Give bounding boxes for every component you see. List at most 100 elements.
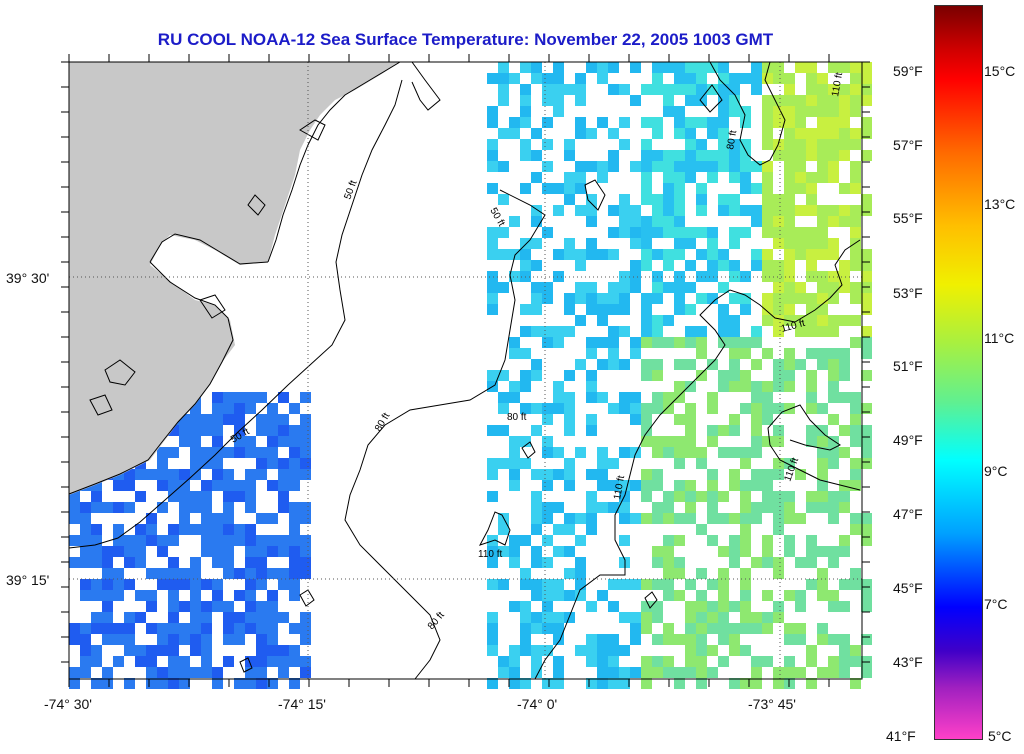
sst-pixel (817, 403, 828, 414)
sst-pixel (806, 84, 817, 95)
sst-pixel (190, 634, 201, 645)
sst-pixel (707, 667, 718, 678)
sst-pixel (168, 524, 179, 535)
sst-pixel (762, 227, 773, 238)
sst-pixel (542, 447, 553, 458)
sst-pixel (113, 535, 124, 546)
sst-pixel (663, 392, 674, 403)
sst-pixel (663, 447, 674, 458)
sst-pixel (531, 469, 542, 480)
sst-pixel (190, 403, 201, 414)
sst-pixel (817, 84, 828, 95)
sst-pixel (190, 579, 201, 590)
sst-pixel (575, 161, 586, 172)
sst-pixel (784, 458, 795, 469)
sst-pixel (256, 447, 267, 458)
sst-pixel (718, 139, 729, 150)
sst-pixel (718, 62, 729, 73)
fahrenheit-label: 51°F (893, 358, 923, 374)
sst-pixel (201, 546, 212, 557)
sst-pixel (773, 458, 784, 469)
sst-pixel (817, 447, 828, 458)
sst-pixel (663, 535, 674, 546)
sst-pixel (663, 249, 674, 260)
sst-pixel (278, 458, 289, 469)
sst-pixel (157, 535, 168, 546)
sst-pixel (674, 117, 685, 128)
sst-pixel (487, 557, 498, 568)
sst-pixel (685, 513, 696, 524)
sst-pixel (707, 579, 718, 590)
sst-pixel (487, 183, 498, 194)
celsius-label: 11°C (984, 330, 1015, 346)
sst-pixel (685, 161, 696, 172)
sst-pixel (564, 194, 575, 205)
sst-pixel (773, 194, 784, 205)
sst-pixel (564, 425, 575, 436)
sst-pixel (234, 590, 245, 601)
sst-pixel (564, 249, 575, 260)
sst-pixel (817, 590, 828, 601)
sst-pixel (740, 183, 751, 194)
sst-pixel (817, 315, 828, 326)
sst-pixel (564, 238, 575, 249)
sst-pixel (619, 612, 630, 623)
sst-pixel (80, 667, 91, 678)
sst-pixel (773, 469, 784, 480)
sst-pixel (498, 282, 509, 293)
sst-pixel (597, 359, 608, 370)
sst-pixel (861, 194, 872, 205)
sst-pixel (641, 117, 652, 128)
sst-pixel (773, 282, 784, 293)
sst-pixel (289, 590, 300, 601)
sst-pixel (685, 139, 696, 150)
sst-pixel (267, 656, 278, 667)
sst-pixel (652, 502, 663, 513)
sst-pixel (553, 62, 564, 73)
sst-pixel (586, 62, 597, 73)
sst-pixel (696, 634, 707, 645)
sst-pixel (729, 73, 740, 84)
sst-pixel (828, 414, 839, 425)
sst-pixel (696, 139, 707, 150)
sst-pixel (795, 359, 806, 370)
sst-pixel (773, 425, 784, 436)
sst-pixel (806, 172, 817, 183)
sst-pixel (91, 502, 102, 513)
sst-pixel (564, 414, 575, 425)
sst-pixel (630, 513, 641, 524)
sst-pixel (630, 612, 641, 623)
sst-pixel (641, 194, 652, 205)
sst-pixel (652, 194, 663, 205)
sst-pixel (729, 634, 740, 645)
sst-pixel (641, 359, 652, 370)
celsius-label: 7°C (984, 596, 1008, 612)
sst-pixel (685, 128, 696, 139)
sst-pixel (597, 304, 608, 315)
sst-pixel (861, 84, 872, 95)
sst-pixel (850, 315, 861, 326)
sst-pixel (487, 623, 498, 634)
sst-pixel (498, 546, 509, 557)
sst-pixel (168, 623, 179, 634)
sst-pixel (586, 249, 597, 260)
fahrenheit-label: 55°F (893, 210, 923, 226)
sst-pixel (707, 436, 718, 447)
sst-pixel (179, 524, 190, 535)
sst-pixel (179, 568, 190, 579)
sst-pixel (751, 249, 762, 260)
sst-pixel (553, 95, 564, 106)
sst-pixel (509, 337, 520, 348)
sst-pixel (718, 117, 729, 128)
sst-pixel (861, 304, 872, 315)
sst-pixel (245, 590, 256, 601)
sst-pixel (795, 150, 806, 161)
sst-pixel (278, 414, 289, 425)
sst-pixel (245, 469, 256, 480)
sst-pixel (850, 425, 861, 436)
sst-pixel (795, 590, 806, 601)
sst-pixel (663, 260, 674, 271)
sst-pixel (641, 238, 652, 249)
sst-pixel (762, 656, 773, 667)
sst-pixel (498, 62, 509, 73)
